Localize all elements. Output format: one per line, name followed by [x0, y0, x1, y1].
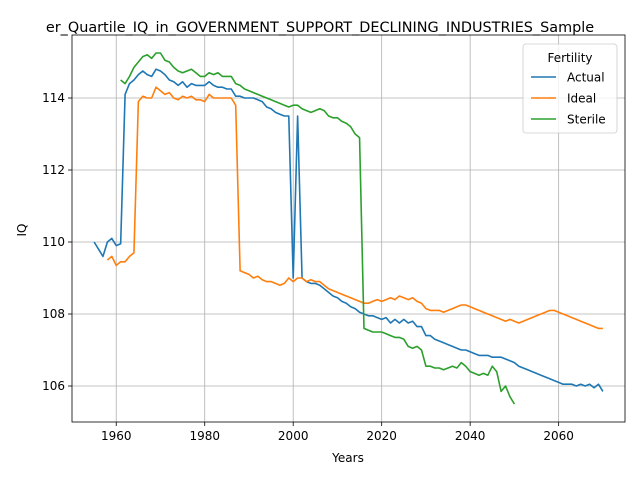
x-tick-label: 1960	[101, 429, 132, 443]
axes: 1960 1980 2000 2020 2040 2060 106 108 110 112 114	[42, 91, 574, 443]
y-axis-label: IQ	[15, 224, 29, 237]
y-tick-label: 112	[42, 163, 65, 177]
x-axis-label: Years	[331, 451, 364, 465]
x-tick-label: 2060	[543, 429, 574, 443]
y-tick-label: 110	[42, 235, 65, 249]
series-line-sterile	[120, 52, 516, 405]
series-lines	[93, 52, 604, 405]
chart-title: er_Quartile_IQ_in_GOVERNMENT_SUPPORT_DEC…	[46, 20, 594, 36]
legend-label-sterile: Sterile	[567, 113, 606, 127]
y-tick-label: 106	[42, 379, 65, 393]
x-tick-label: 2000	[278, 429, 309, 443]
y-tick-label: 108	[42, 307, 65, 321]
series-line-ideal	[106, 86, 603, 330]
x-tick-label: 2020	[366, 429, 397, 443]
legend-entries: Actual Ideal Sterile	[531, 71, 606, 127]
plot-area-frame	[71, 34, 626, 423]
y-tick-label: 114	[42, 91, 65, 105]
legend: Fertility Actual Ideal Sterile	[522, 43, 618, 134]
legend-label-ideal: Ideal	[567, 92, 596, 106]
legend-box	[522, 43, 618, 134]
x-tick-label: 2040	[455, 429, 486, 443]
series-line-actual	[93, 68, 604, 392]
legend-label-actual: Actual	[567, 71, 605, 85]
legend-title: Fertility	[547, 51, 592, 65]
x-tick-label: 1980	[189, 429, 220, 443]
